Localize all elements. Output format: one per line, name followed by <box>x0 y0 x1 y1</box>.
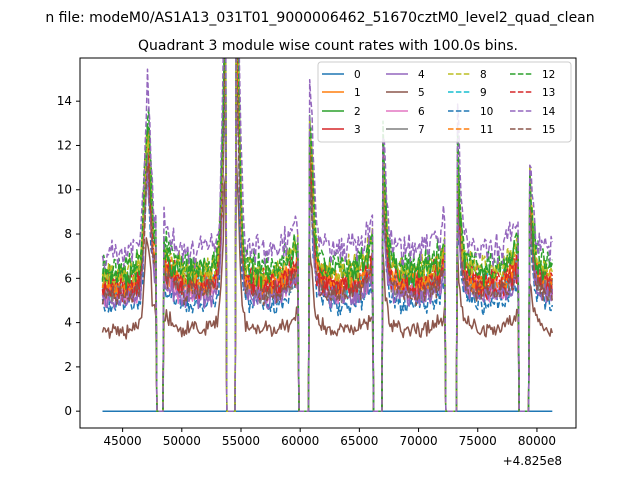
legend-box <box>317 61 572 143</box>
legend-label-2: 2 <box>354 106 361 118</box>
series-line-14 <box>101 58 554 412</box>
y-tick-label: 8 <box>64 227 72 241</box>
plot-frame <box>79 57 577 429</box>
legend-label-13: 13 <box>542 87 555 99</box>
chart-title: Quadrant 3 module wise count rates with … <box>138 38 518 54</box>
x-tick-label: 50000 <box>163 434 201 448</box>
x-tick-label: 70000 <box>399 434 437 448</box>
y-tick-label: 14 <box>57 94 72 108</box>
x-axis: 45000 50000 55000 60000 65000 70000 75000 80000 <box>104 428 556 448</box>
y-tick-label: 12 <box>57 138 72 152</box>
x-tick-label: 45000 <box>104 434 142 448</box>
legend-label-5: 5 <box>418 87 425 99</box>
series-line-5 <box>101 151 554 412</box>
legend-label-8: 8 <box>480 69 487 81</box>
y-tick-label: 2 <box>64 360 72 374</box>
series-layer <box>101 58 554 412</box>
x-tick-label: 65000 <box>340 434 378 448</box>
x-tick-label: 75000 <box>459 434 497 448</box>
y-tick-label: 6 <box>64 271 72 285</box>
x-offset-label: +4.825e8 <box>503 454 562 468</box>
x-tick-label: 55000 <box>222 434 260 448</box>
legend-label-4: 4 <box>418 69 425 81</box>
x-tick-label: 80000 <box>518 434 556 448</box>
y-axis: 0 2 4 6 8 10 12 14 <box>57 94 80 418</box>
legend-label-1: 1 <box>354 87 361 99</box>
legend-label-10: 10 <box>480 106 493 118</box>
legend-label-7: 7 <box>418 124 425 136</box>
legend-label-6: 6 <box>418 106 425 118</box>
legend-label-0: 0 <box>354 69 361 81</box>
series-line-15 <box>101 77 554 412</box>
legend-label-14: 14 <box>542 106 556 118</box>
legend-label-12: 12 <box>542 69 555 81</box>
series-line-12 <box>101 58 554 412</box>
y-tick-label: 4 <box>64 316 72 330</box>
figure-suptitle: n file: modeM0/AS1A13_031T01_9000006462_… <box>45 10 594 26</box>
legend-label-11: 11 <box>480 124 493 136</box>
legend-label-15: 15 <box>542 124 555 136</box>
y-tick-label: 10 <box>57 183 72 197</box>
y-tick-label: 0 <box>64 404 72 418</box>
legend-label-9: 9 <box>480 87 487 99</box>
legend-label-3: 3 <box>354 124 361 136</box>
x-tick-label: 60000 <box>281 434 319 448</box>
